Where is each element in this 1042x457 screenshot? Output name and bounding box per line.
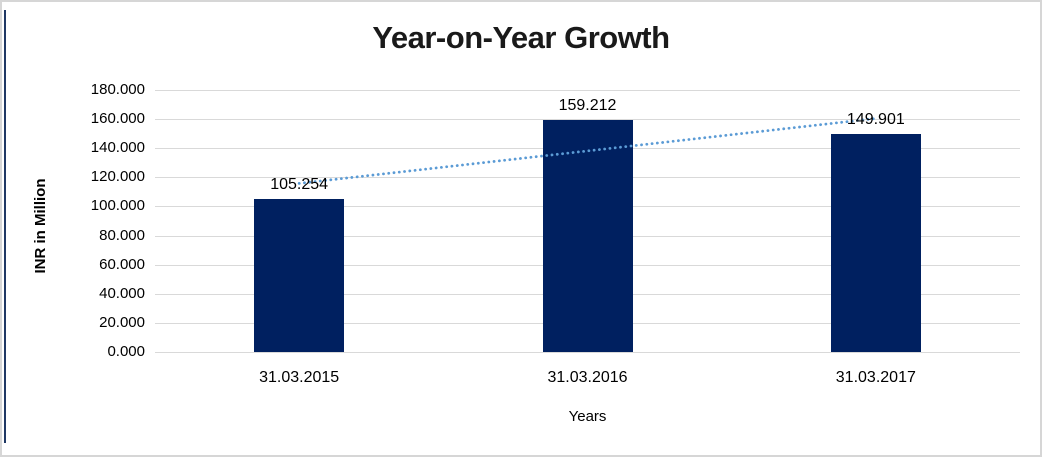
plot-area [155, 90, 1020, 353]
bar-31.03.2017 [830, 133, 921, 352]
y-axis-tick-label: 20.000 [99, 313, 145, 331]
y-axis-tick-label: 60.000 [99, 255, 145, 273]
bar-data-label: 105.254 [270, 175, 329, 193]
y-axis-tick-label: 80.000 [99, 226, 145, 244]
x-axis-tick-label: 31.03.2016 [547, 369, 628, 386]
bar-data-label: 159.212 [558, 97, 617, 115]
gridline [155, 352, 1020, 353]
y-axis-tick-label: 40.000 [99, 284, 145, 302]
gridline [155, 90, 1020, 91]
y-axis-tick-label: 180.000 [90, 81, 145, 98]
y-axis-tick-label: 120.000 [90, 168, 145, 186]
trendline [297, 117, 878, 185]
bar-31.03.2016 [542, 120, 633, 352]
x-axis-tick-label: 31.03.2017 [835, 369, 916, 386]
y-axis-tick-label: 100.000 [90, 197, 145, 215]
y-axis-tick-label: 0.000 [107, 343, 145, 360]
left-accent-strip [4, 10, 6, 443]
x-axis-title: Years [568, 408, 607, 425]
x-axis-tick-label: 31.03.2015 [259, 369, 340, 386]
chart-title: Year-on-Year Growth [372, 20, 670, 55]
y-axis-tick-label: 160.000 [90, 110, 145, 128]
bar-31.03.2015 [254, 198, 345, 352]
y-axis-tick-label: 140.000 [90, 139, 145, 157]
gridline [155, 119, 1020, 121]
bar-data-label: 149.901 [846, 110, 905, 128]
